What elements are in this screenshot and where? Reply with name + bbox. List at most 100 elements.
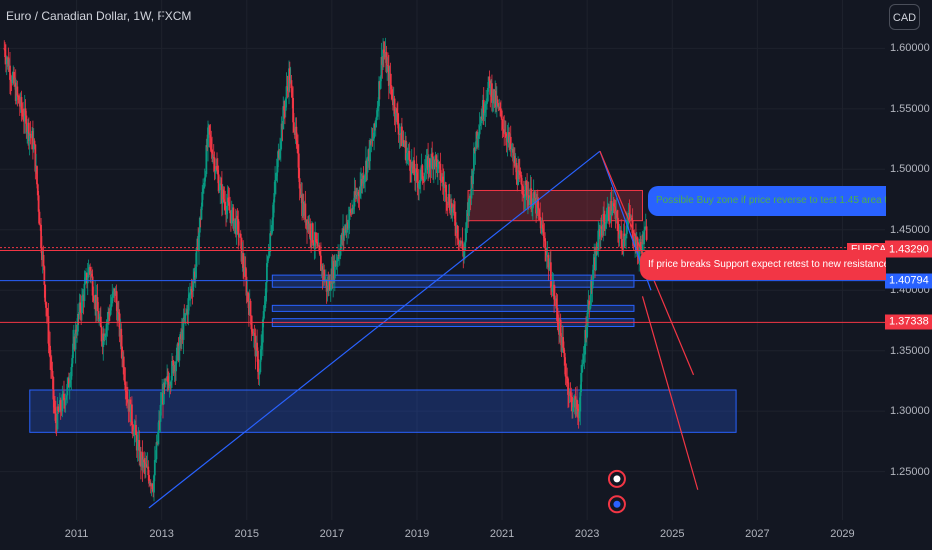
candle-body: [18, 96, 20, 104]
candle-body: [239, 233, 242, 238]
candle-body: [617, 229, 620, 239]
candle-body: [200, 206, 203, 220]
y-tick-label: 1.35000: [890, 344, 930, 357]
candle-body: [541, 224, 544, 229]
candle-body: [512, 148, 515, 162]
candle-body: [159, 404, 162, 422]
candle-body: [396, 112, 399, 125]
candle-body: [513, 155, 516, 167]
candle-body: [422, 178, 425, 180]
candle-body: [110, 303, 113, 308]
candle-body: [227, 197, 230, 203]
candle-body: [497, 103, 500, 109]
candle-body: [441, 176, 444, 183]
candle-body: [61, 394, 64, 412]
candle-body: [582, 355, 585, 364]
candle-body: [313, 245, 316, 247]
candle-body: [121, 346, 123, 359]
candle-body: [76, 331, 78, 334]
candle-body: [486, 87, 489, 102]
candle-body: [36, 166, 38, 185]
candle-body: [201, 192, 204, 207]
candle-body: [348, 209, 351, 220]
trendline: [641, 296, 699, 490]
support-break-note[interactable]: If price breaks Support expect retest to…: [640, 250, 886, 280]
candle-body: [377, 106, 380, 108]
candle-body: [118, 313, 121, 337]
candle-body: [260, 345, 263, 360]
candle-body: [131, 425, 134, 432]
candle-body: [151, 484, 154, 490]
candle-body: [480, 116, 483, 123]
candle-body: [349, 209, 352, 211]
candle-body: [175, 361, 177, 372]
candle-body: [551, 286, 554, 292]
candle-body: [43, 266, 46, 285]
candle-body: [329, 289, 332, 291]
candle-body: [612, 203, 615, 207]
candle-body: [482, 99, 485, 116]
candle-body: [504, 131, 507, 138]
candle-body: [531, 208, 533, 210]
candle-body: [639, 242, 642, 247]
candle-body: [222, 189, 225, 200]
candle-body: [564, 365, 567, 377]
candle-body: [284, 98, 287, 111]
candle-body: [40, 246, 43, 261]
candle-body: [509, 136, 512, 150]
candle-body: [645, 226, 648, 240]
price-zone: [271, 274, 635, 288]
candle-body: [280, 123, 283, 142]
candle-body: [605, 220, 608, 224]
candle-body: [428, 158, 431, 168]
candle-body: [203, 186, 205, 189]
candle-body: [531, 198, 534, 209]
candle-body: [204, 174, 207, 178]
candle-body: [224, 201, 227, 210]
candle-body: [315, 232, 317, 242]
candle-body: [92, 295, 95, 301]
y-tick-label: 1.55000: [890, 102, 930, 115]
candle-body: [54, 407, 56, 414]
candle-body: [406, 152, 409, 154]
candle-body: [125, 390, 128, 392]
candle-body: [625, 233, 628, 237]
candle-body: [487, 76, 490, 88]
candle-body: [17, 95, 20, 97]
candle-body: [213, 157, 216, 173]
candle-body: [265, 282, 267, 302]
candle-body: [366, 157, 369, 173]
candle-body: [390, 85, 393, 90]
x-tick-label: 2013: [149, 528, 174, 540]
candle-body: [245, 276, 248, 296]
candle-body: [477, 135, 479, 139]
candle-body: [142, 459, 145, 468]
candle-body: [596, 250, 599, 254]
candle-body: [233, 220, 236, 229]
candle-body: [354, 191, 357, 198]
candle-body: [374, 120, 377, 128]
candle-body: [586, 310, 589, 327]
candle-body: [269, 233, 272, 253]
candle-body: [251, 329, 254, 332]
candle-body: [111, 294, 114, 304]
candle-body: [225, 205, 228, 215]
candle-body: [523, 196, 526, 199]
candle-body: [32, 140, 35, 150]
candle-body: [379, 76, 382, 89]
candle-body: [207, 127, 209, 148]
candle-body: [473, 148, 475, 171]
candle-body: [66, 384, 69, 396]
candle-body: [292, 97, 294, 123]
candle-body: [475, 131, 478, 149]
currency-button[interactable]: CAD: [889, 4, 920, 30]
candle-body: [606, 211, 609, 221]
candle-body: [409, 159, 411, 171]
candle-body: [386, 65, 389, 73]
candle-body: [520, 175, 523, 185]
candle-body: [244, 267, 247, 277]
buy-zone-note[interactable]: Possible Buy zone if price reverse to te…: [648, 186, 886, 216]
candle-body: [613, 206, 616, 208]
candle-body: [9, 65, 11, 80]
